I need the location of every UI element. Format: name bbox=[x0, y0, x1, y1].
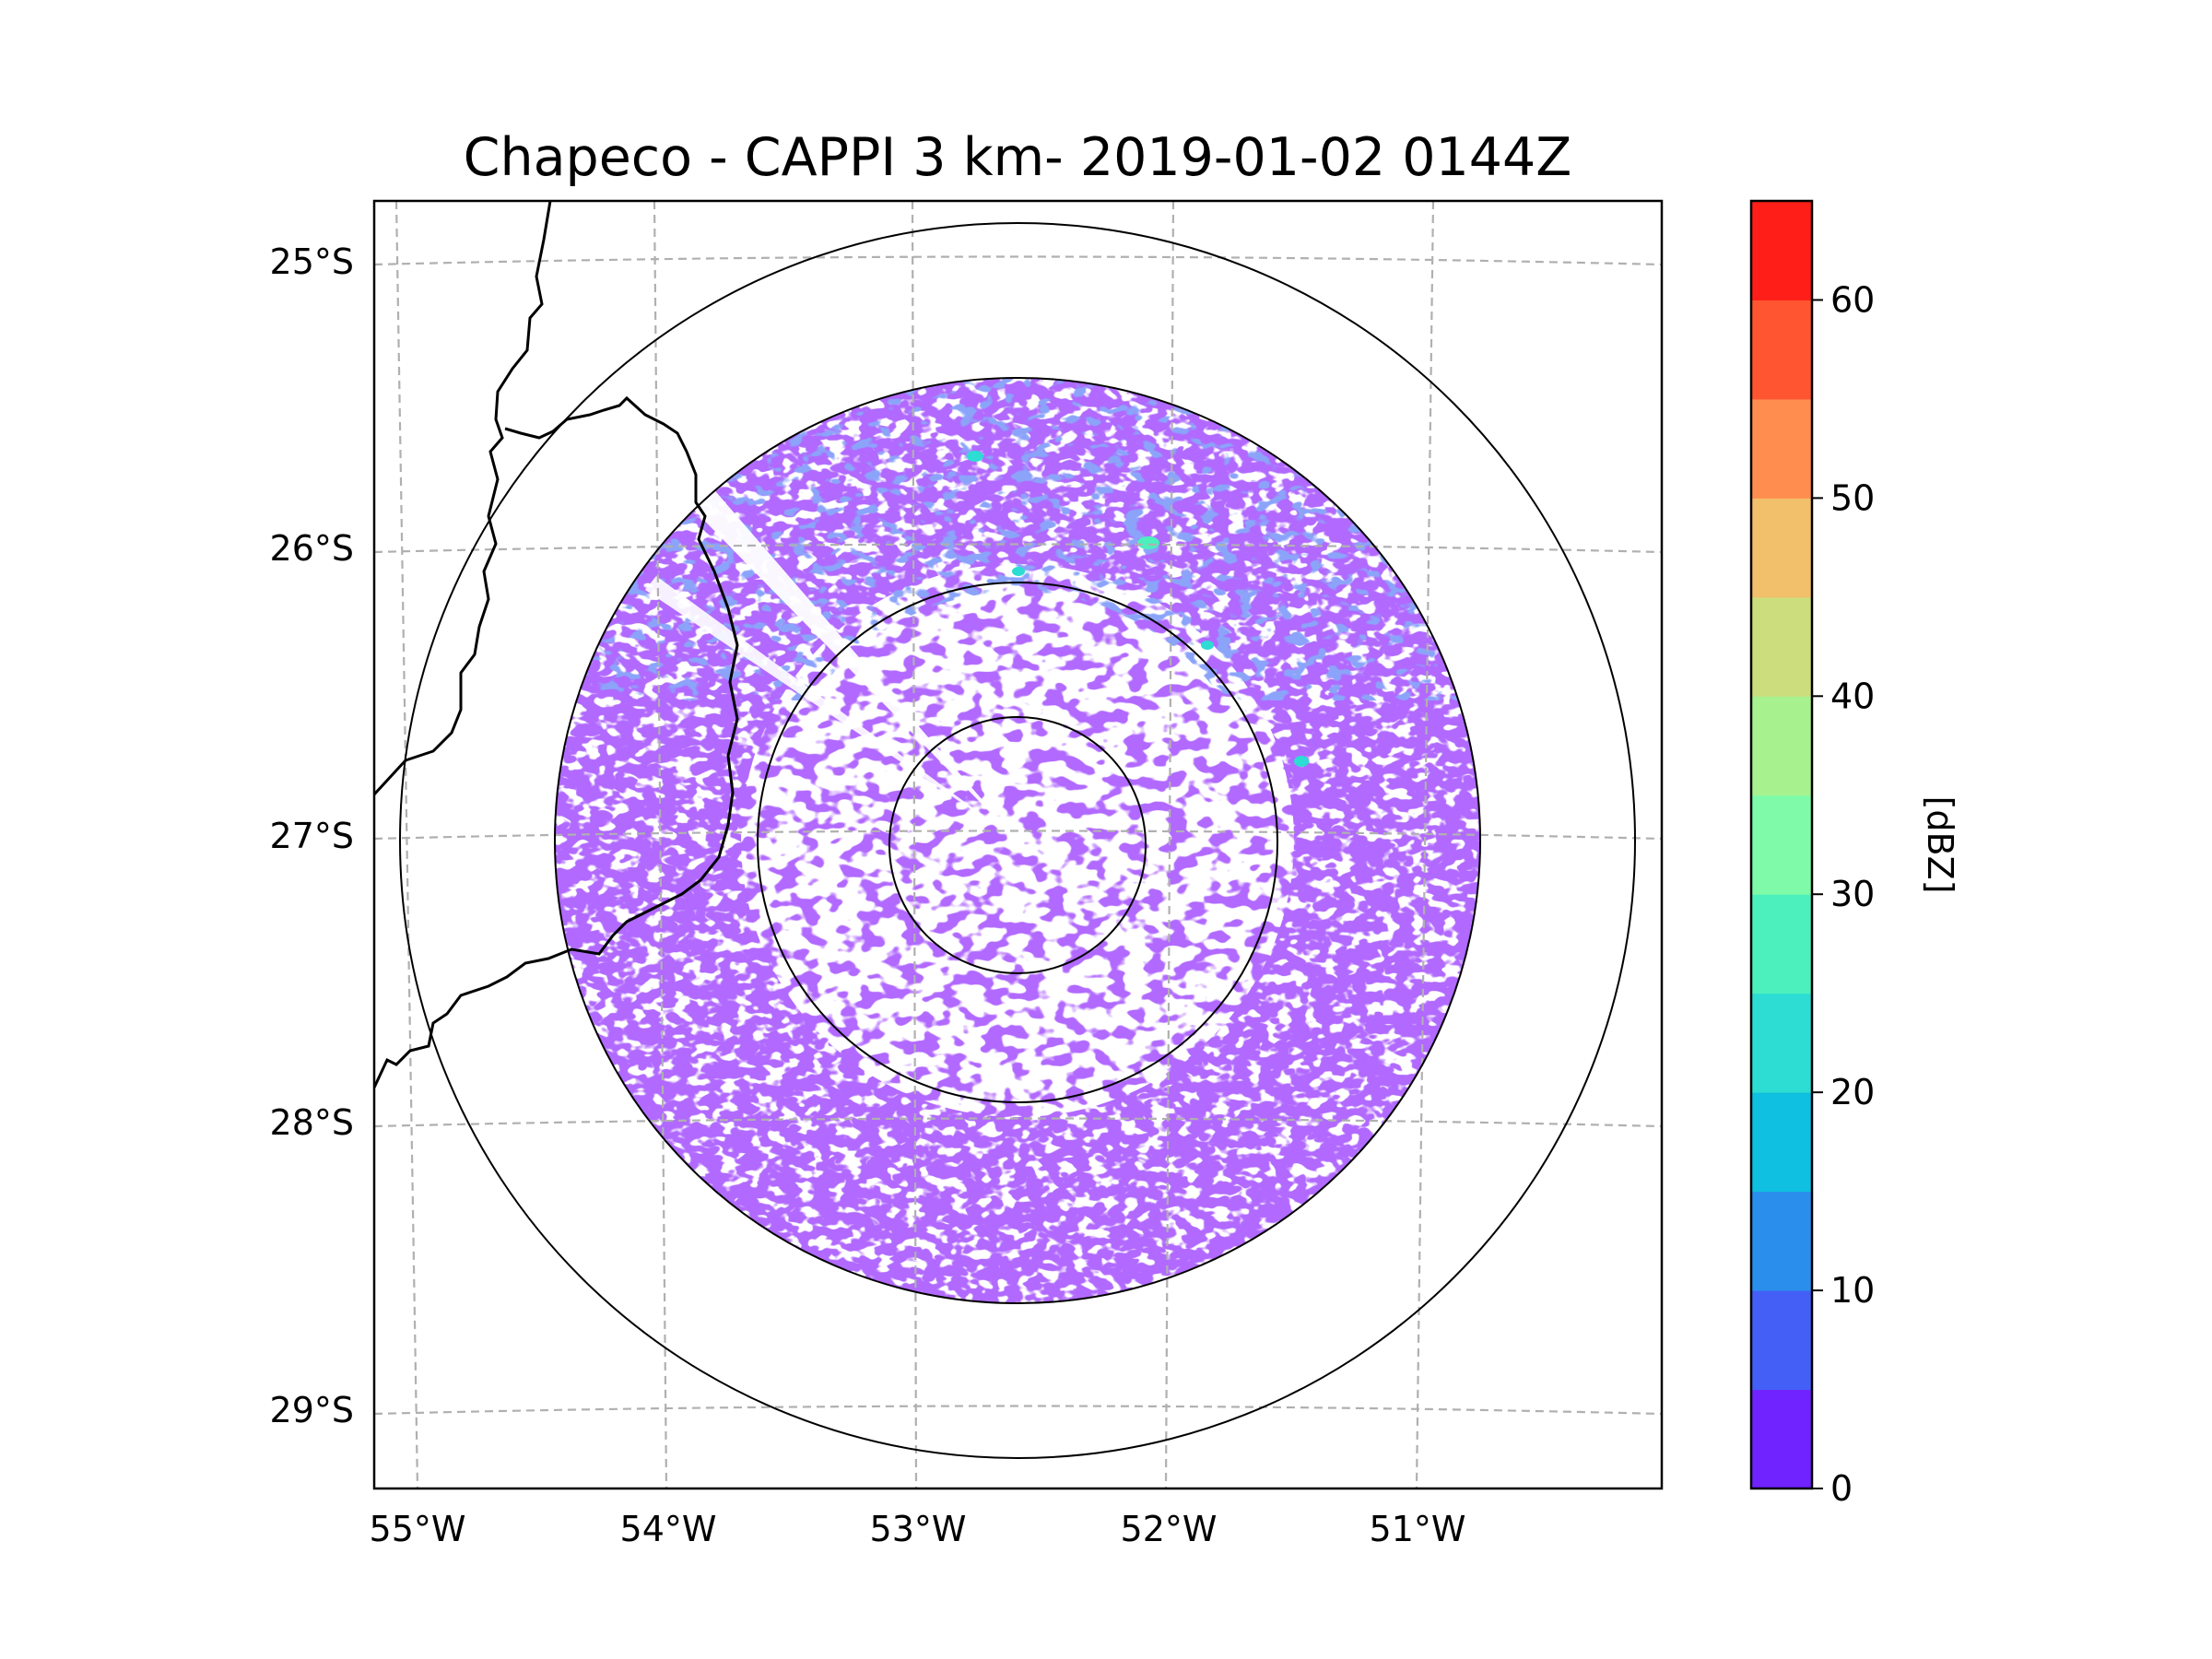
x-tick-label: 54°W bbox=[620, 1509, 717, 1549]
colorbar-tick-label: 40 bbox=[1830, 676, 1875, 716]
x-axis-labels: 55°W 54°W 53°W 52°W 51°W bbox=[370, 1509, 1466, 1549]
y-axis-labels: 25°S 26°S 27°S 28°S 29°S bbox=[270, 241, 354, 1430]
colorbar-segment bbox=[1751, 993, 1812, 1093]
colorbar-segment bbox=[1751, 894, 1812, 994]
colorbar-segment bbox=[1751, 300, 1812, 400]
graticule bbox=[374, 201, 1662, 1488]
colorbar-segment bbox=[1751, 1389, 1812, 1489]
colorbar-segment bbox=[1751, 1092, 1812, 1193]
parallel-25s bbox=[374, 255, 1662, 266]
y-tick-label: 26°S bbox=[270, 528, 354, 569]
colorbar-segment bbox=[1751, 794, 1812, 895]
meridian-51w bbox=[1415, 201, 1435, 1488]
map-axes-frame bbox=[372, 199, 1664, 1490]
colorbar-label: [dBZ] bbox=[1920, 796, 1960, 894]
range-ring-150km bbox=[554, 377, 1481, 1304]
meridian-53w bbox=[911, 201, 918, 1488]
colorbar-segment bbox=[1751, 596, 1812, 697]
x-tick-label: 53°W bbox=[870, 1509, 967, 1549]
colorbar: 0 10 20 30 40 50 60 [dBZ] bbox=[1749, 199, 1960, 1509]
reflectivity-speckle-north bbox=[553, 376, 1484, 1307]
x-tick-label: 55°W bbox=[370, 1509, 466, 1549]
parallel-28s bbox=[374, 1117, 1662, 1128]
range-ring-50km bbox=[888, 716, 1147, 974]
range-ring-240km bbox=[399, 222, 1636, 1459]
parallel-26s bbox=[374, 543, 1662, 554]
parallel-29s bbox=[374, 1405, 1662, 1416]
beam-blockage-wedge-2 bbox=[645, 576, 1018, 841]
echo-cell-3 bbox=[1294, 756, 1309, 767]
echo-cell-2 bbox=[967, 451, 983, 462]
colorbar-tick-label: 50 bbox=[1830, 477, 1875, 518]
colorbar-tick-label: 30 bbox=[1830, 874, 1875, 914]
border-paraguay-misiones bbox=[374, 395, 739, 1088]
reflectivity-field bbox=[553, 376, 1484, 1307]
colorbar-tick-label: 10 bbox=[1830, 1270, 1875, 1311]
colorbar-tick-label: 20 bbox=[1830, 1072, 1875, 1112]
colorbar-segment bbox=[1751, 1290, 1812, 1391]
y-tick-label: 29°S bbox=[270, 1390, 354, 1430]
parallel-27s bbox=[374, 830, 1662, 841]
meridian-54w bbox=[653, 201, 668, 1488]
range-rings bbox=[399, 222, 1636, 1459]
colorbar-segment bbox=[1751, 1191, 1812, 1291]
y-tick-label: 27°S bbox=[270, 816, 354, 856]
y-tick-label: 28°S bbox=[270, 1102, 354, 1143]
colorbar-tick-label: 0 bbox=[1830, 1468, 1853, 1509]
echo-cell-1 bbox=[1137, 536, 1159, 549]
x-tick-label: 51°W bbox=[1370, 1509, 1466, 1549]
chart-title: Chapeco - CAPPI 3 km- 2019-01-02 0144Z bbox=[464, 127, 1572, 188]
colorbar-tick-label: 60 bbox=[1830, 279, 1875, 320]
echo-cell-5 bbox=[1201, 641, 1214, 650]
meridian-55w bbox=[394, 201, 419, 1488]
beam-blockage-wedge-1 bbox=[682, 479, 1018, 841]
meridian-52w bbox=[1164, 201, 1175, 1488]
range-ring-100km bbox=[757, 582, 1278, 1103]
colorbar-segment bbox=[1751, 696, 1812, 796]
boundaries bbox=[374, 201, 739, 1088]
colorbar-segment bbox=[1751, 398, 1812, 499]
border-argentina-brazil bbox=[374, 201, 552, 796]
echo-cell-4 bbox=[1012, 567, 1025, 576]
x-tick-label: 52°W bbox=[1121, 1509, 1218, 1549]
colorbar-frame bbox=[1749, 199, 1814, 1490]
colorbar-segment bbox=[1751, 201, 1812, 300]
y-tick-label: 25°S bbox=[270, 241, 354, 282]
colorbar-segment bbox=[1751, 498, 1812, 598]
